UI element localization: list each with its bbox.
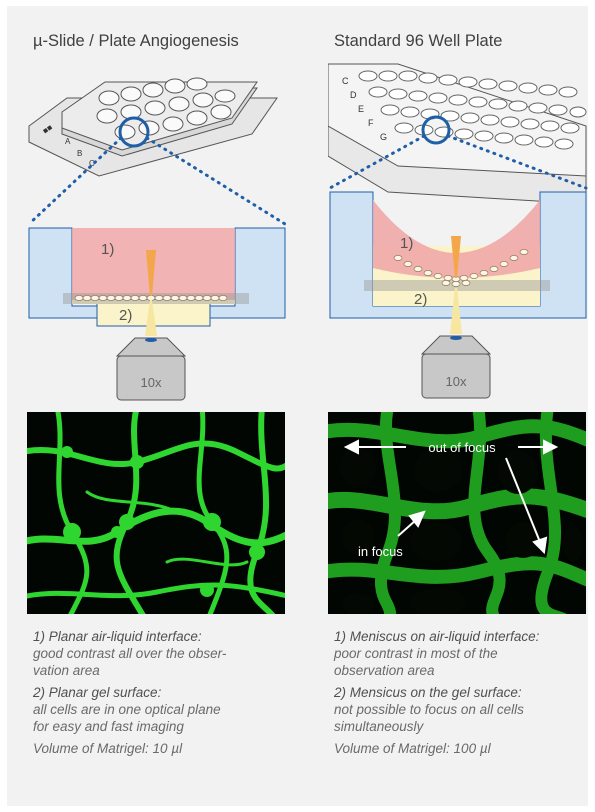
svg-text:E: E [358,104,364,114]
caption-text-1b: vation area [33,663,100,678]
focus-arrows [343,439,559,555]
objective-lens: 10x [115,337,187,401]
caption-heading-2: 2) Mensicus on the gel surface: [334,685,522,700]
mu-slide-diagram: ■■ A B C [27,77,287,401]
svg-text:F: F [368,118,374,128]
light-cone-top [146,250,156,296]
well-plate-illustration: C D E F G [328,63,587,205]
objective-label: 10x [446,374,467,389]
caption-heading-1: 1) Meniscus on air-liquid interface: [334,629,540,644]
caption-text-2b: for easy and fast imaging [33,719,184,734]
caption-mu-slide: 1) Planar air-liquid interface: good con… [33,628,283,757]
column-title: µ-Slide / Plate Angiogenesis [33,32,239,50]
caption-text-2a: all cells are in one optical plane [33,702,221,717]
well-cross-section: 1) 2) [28,227,286,336]
svg-text:B: B [77,149,82,158]
slide-illustration: ■■ A B C [28,77,278,177]
caption-96-well: 1) Meniscus on air-liquid interface: poo… [334,628,584,757]
annotation-in-focus: in focus [358,544,403,559]
label-1: 1) [101,241,114,258]
caption-text-1b: observation area [334,663,435,678]
caption-volume: Volume of Matrigel: 100 µl [334,741,491,756]
cell-layer [393,249,529,287]
objective-lens: 10x [420,335,492,399]
svg-text:D: D [350,90,357,100]
micrograph-96-well: out of focus in focus [328,412,586,614]
caption-text-1a: good contrast all over the obser- [33,646,227,661]
micrograph-mu-slide [27,412,285,614]
annotation-out-of-focus: out of focus [428,440,496,455]
caption-text-1a: poor contrast in most of the [334,646,498,661]
well-plate-diagram: C D E F G [328,63,588,399]
well-cross-section: 1) 2) [329,191,587,334]
caption-text-2b: simultaneously [334,719,424,734]
cell-layer [74,295,228,301]
svg-text:C: C [342,76,349,86]
caption-volume: Volume of Matrigel: 10 µl [33,741,183,756]
zoom-lines [27,136,287,226]
label-1: 1) [400,235,413,252]
meniscus-liquid [373,200,540,278]
svg-text:A: A [65,137,71,146]
svg-text:C: C [89,159,95,168]
label-2: 2) [414,291,427,308]
svg-text:G: G [380,132,387,142]
caption-heading-2: 2) Planar gel surface: [33,685,162,700]
light-cone-bottom [145,300,157,336]
caption-text-2a: not possible to focus on all cells [334,702,524,717]
highlight-circle [118,116,150,148]
label-2: 2) [119,307,132,324]
figure-panel: µ-Slide / Plate Angiogenesis [7,6,588,806]
light-cone-top [451,236,461,278]
objective-label: 10x [141,375,162,390]
caption-heading-1: 1) Planar air-liquid interface: [33,629,202,644]
highlight-circle [421,115,451,145]
light-cone-bottom [450,288,462,334]
column-title: Standard 96 Well Plate [334,32,503,50]
zoom-lines [328,134,588,190]
